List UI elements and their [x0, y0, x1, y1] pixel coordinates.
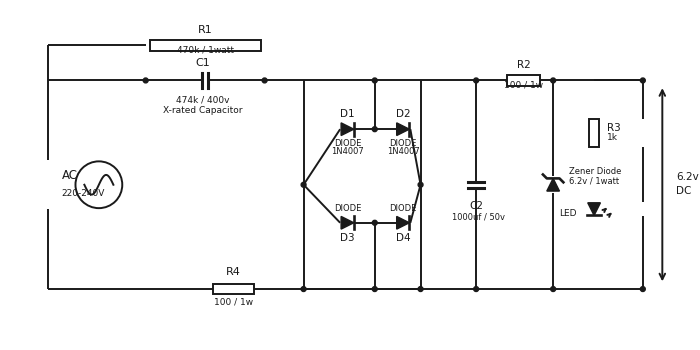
Polygon shape [397, 123, 410, 135]
Circle shape [301, 287, 306, 292]
Text: AC: AC [62, 169, 78, 182]
Circle shape [640, 78, 645, 83]
Text: 1N4007: 1N4007 [386, 147, 419, 156]
Text: R4: R4 [226, 266, 241, 277]
Text: D4: D4 [395, 233, 410, 243]
Text: DIODE: DIODE [334, 204, 361, 213]
Circle shape [372, 127, 377, 132]
Text: DIODE: DIODE [334, 139, 361, 148]
Bar [589, 119, 599, 147]
Text: 6.2v / 1watt: 6.2v / 1watt [568, 176, 619, 186]
Circle shape [144, 78, 148, 83]
Circle shape [474, 78, 479, 83]
Circle shape [372, 78, 377, 83]
Circle shape [372, 287, 377, 292]
Circle shape [301, 182, 306, 187]
Circle shape [474, 287, 479, 292]
Bar [213, 284, 254, 294]
Text: DC: DC [676, 186, 692, 196]
Bar [508, 75, 540, 86]
Polygon shape [397, 216, 410, 229]
Text: 470k / 1watt: 470k / 1watt [176, 46, 234, 55]
Text: 1N4007: 1N4007 [331, 147, 364, 156]
Text: 100 / 1w: 100 / 1w [214, 297, 253, 306]
Polygon shape [547, 178, 559, 191]
Text: C1: C1 [196, 58, 211, 68]
Text: 220-240V: 220-240V [62, 189, 105, 198]
Text: 100 / 1w: 100 / 1w [504, 81, 543, 90]
Text: 474k / 400v: 474k / 400v [176, 96, 230, 104]
Polygon shape [341, 216, 354, 229]
Circle shape [262, 78, 267, 83]
Text: DIODE: DIODE [389, 204, 416, 213]
Circle shape [551, 78, 556, 83]
Text: R1: R1 [198, 25, 213, 35]
Circle shape [372, 220, 377, 225]
Text: Zener Diode: Zener Diode [568, 167, 621, 176]
Text: 1k: 1k [607, 133, 618, 142]
Circle shape [418, 182, 423, 187]
Circle shape [640, 287, 645, 292]
Text: R3: R3 [607, 123, 620, 133]
Circle shape [418, 287, 423, 292]
Text: DIODE: DIODE [389, 139, 416, 148]
Text: LED: LED [559, 209, 577, 217]
Text: C2: C2 [469, 201, 483, 211]
Text: R2: R2 [517, 60, 531, 70]
Text: 1000uf / 50v: 1000uf / 50v [452, 212, 505, 222]
Polygon shape [341, 123, 354, 135]
Text: 6.2v: 6.2v [676, 172, 699, 182]
Circle shape [76, 161, 122, 208]
Text: D2: D2 [395, 108, 410, 119]
Text: X-rated Capacitor: X-rated Capacitor [163, 106, 243, 115]
Circle shape [551, 287, 556, 292]
Text: D1: D1 [340, 108, 355, 119]
Polygon shape [588, 203, 601, 216]
Bar [150, 40, 260, 51]
Text: D3: D3 [340, 233, 355, 243]
